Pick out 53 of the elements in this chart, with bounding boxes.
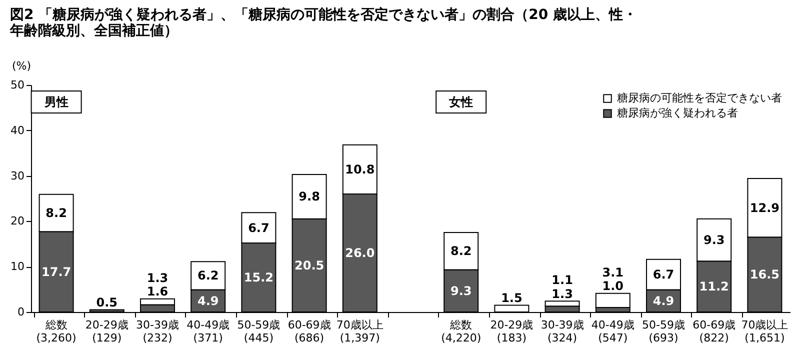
data-label: 17.7	[41, 264, 72, 279]
y-tick-label: 10	[10, 260, 24, 274]
x-tick-label: 60-69歳 (822)	[692, 318, 736, 344]
data-label: 9.8	[298, 190, 320, 204]
data-label: 1.3	[146, 270, 168, 285]
x-tick-label: 50-59歳 (445)	[237, 318, 280, 344]
data-label: 11.2	[699, 280, 729, 294]
x-tick-label: 70歳以上 (1,651)	[741, 318, 788, 344]
x-tick-label: 総数 (3,260)	[36, 318, 76, 344]
legend-label: 糖尿病が強く疑われる者	[617, 106, 738, 120]
data-label: 1.5	[501, 290, 522, 305]
data-label: 4.9	[197, 294, 219, 308]
x-tick-label: 40-49歳 (371)	[186, 318, 230, 344]
data-label: 16.5	[750, 268, 780, 282]
data-label: 1.0	[602, 279, 624, 294]
data-label: 15.2	[244, 270, 274, 284]
x-tick-label: 50-59歳 (693)	[642, 318, 685, 344]
y-tick-label: 20	[10, 214, 24, 228]
data-label: 9.3	[703, 233, 725, 248]
data-label: 4.9	[652, 294, 674, 308]
y-tick-label: 30	[10, 169, 24, 182]
annotation: 女性	[448, 95, 474, 109]
x-tick-label: 総数 (4,220)	[441, 318, 482, 344]
data-label: 6.2	[197, 268, 219, 283]
data-label: 8.2	[450, 244, 472, 258]
y-tick-label: 50	[10, 78, 24, 92]
y-tick-label: 40	[10, 124, 24, 137]
data-label: 6.7	[652, 268, 674, 282]
data-label: 26.0	[345, 246, 375, 260]
data-label: 20.5	[294, 258, 324, 272]
y-axis-title: (%)	[12, 60, 32, 72]
x-tick-label: 30-39歳 (232)	[136, 318, 179, 344]
text: 年齢階級別、全国補正値）	[10, 23, 178, 39]
legend-label: 糖尿病の可能性を否定できない者	[617, 92, 782, 104]
y-tick-label: 0	[18, 306, 24, 318]
x-tick-label: 70歳以上 (1,397)	[336, 318, 384, 344]
text: 図2 「糖尿病が強く疑われる者」、「糖尿病の可能性を否定できない者」の割合（20 歳以上、性・	[10, 7, 637, 23]
data-label: 6.7	[248, 220, 270, 235]
x-tick-label: 20-29歳 (183)	[490, 318, 534, 344]
data-label: 9.3	[450, 284, 472, 298]
data-label: 0.5	[96, 295, 118, 310]
x-tick-label: 60-69歳 (686)	[288, 318, 331, 344]
data-label: 10.8	[345, 162, 375, 176]
x-tick-label: 20-29歳 (129)	[85, 318, 128, 344]
data-label: 1.6	[146, 284, 168, 299]
x-tick-label: 40-49歳 (547)	[591, 318, 634, 344]
data-label: 3.1	[602, 266, 624, 280]
data-label: 1.1	[552, 273, 573, 288]
data-label: 12.9	[750, 200, 780, 215]
data-label: 8.2	[46, 206, 67, 220]
annotation: 男性	[43, 95, 68, 109]
data-label: 1.3	[552, 286, 573, 301]
x-tick-label: 30-39歳 (324)	[540, 318, 584, 344]
